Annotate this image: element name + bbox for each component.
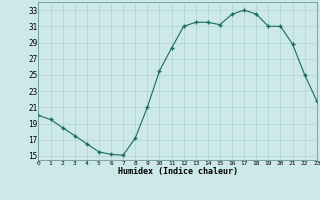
X-axis label: Humidex (Indice chaleur): Humidex (Indice chaleur) xyxy=(118,167,238,176)
